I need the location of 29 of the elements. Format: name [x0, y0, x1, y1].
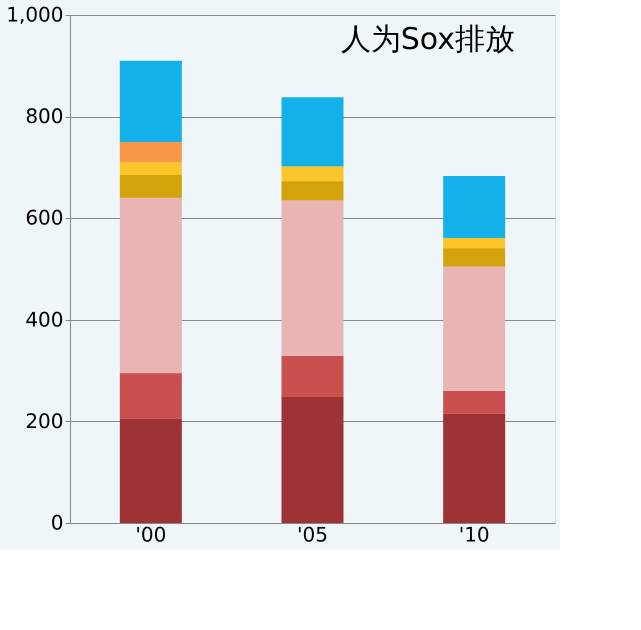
x-tick-label: '10 [458, 522, 490, 546]
bar [282, 200, 344, 356]
y-tick-label: 600 [25, 206, 64, 230]
y-tick-label: 200 [25, 408, 64, 433]
x-tick-label: '00 [135, 522, 166, 546]
bar [443, 238, 506, 248]
y-tick-label: 400 [25, 307, 64, 332]
bar [282, 97, 344, 166]
y-tick-label: 1,000 [6, 2, 64, 26]
bar [120, 142, 182, 162]
bar [282, 356, 344, 398]
bar [120, 60, 182, 142]
bar [443, 176, 506, 238]
bar [443, 390, 506, 414]
bar [282, 397, 344, 523]
y-tick-label: 0 [50, 510, 64, 534]
bar [120, 162, 182, 176]
bar [120, 198, 182, 374]
bar [443, 414, 506, 523]
bar [282, 166, 344, 182]
bar [120, 373, 182, 419]
bar [443, 266, 506, 391]
chart-title: 人为Sox排放 [340, 22, 515, 57]
bar [282, 181, 344, 200]
bar [120, 418, 182, 523]
y-tick-label: 800 [25, 104, 64, 128]
x-tick-label: '05 [297, 522, 328, 546]
bar [120, 175, 182, 198]
bar [443, 248, 506, 266]
